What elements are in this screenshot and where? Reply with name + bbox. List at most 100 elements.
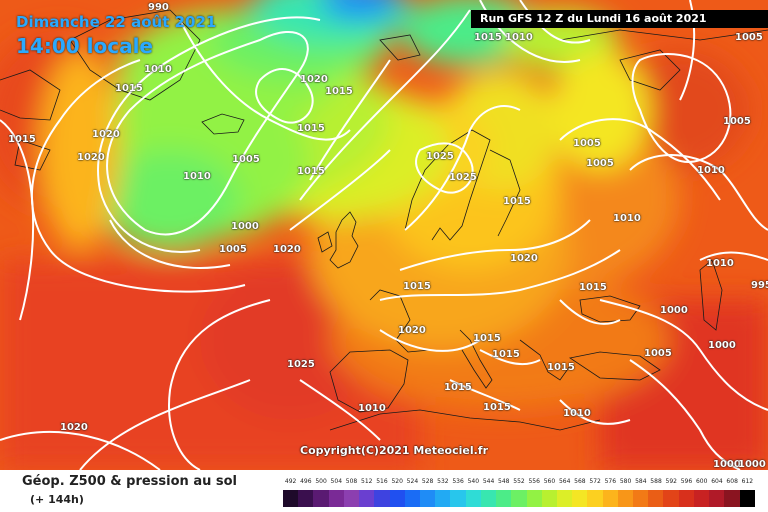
scale-label: 516: [376, 478, 388, 485]
scale-label: 612: [741, 478, 754, 485]
scale-swatch: [313, 490, 329, 507]
isobar-label: 1015: [483, 402, 511, 413]
scale-label: 560: [543, 478, 556, 485]
scale-label: 564: [558, 478, 571, 485]
isobar-label: 1015: [547, 362, 575, 373]
scale-label: 536: [452, 478, 464, 485]
scale-label: 512: [361, 478, 373, 485]
scale-swatch: [283, 490, 299, 507]
scale-swatch: [389, 490, 405, 507]
copyright-notice: Copyright(C)2021 Meteociel.fr: [300, 444, 488, 457]
scale-swatch: [298, 490, 314, 507]
isobar-label: 1015: [403, 281, 431, 292]
scale-swatch: [404, 490, 420, 507]
scale-swatch: [343, 490, 360, 507]
isobar-label: 1010: [613, 213, 641, 224]
scale-swatch: [617, 490, 634, 507]
scale-label: 608: [726, 478, 738, 485]
isobar-label: 1005: [735, 32, 763, 43]
scale-label: 548: [498, 478, 510, 485]
isobar-label: 1025: [449, 172, 477, 183]
isobar-label: 1000: [708, 340, 736, 351]
isobar-label: 1015: [492, 349, 520, 360]
scale-label: 596: [680, 478, 693, 485]
scale-swatch: [328, 490, 344, 507]
isobar-label: 1020: [273, 244, 301, 255]
isobar-label: 1005: [644, 348, 672, 359]
coastlines: [0, 9, 768, 431]
isobar-label: 1020: [398, 325, 426, 336]
scale-label: 492: [284, 478, 297, 485]
isobar-label: 1015: [325, 86, 353, 97]
scale-swatch: [526, 490, 542, 507]
scale-label: 592: [665, 478, 677, 485]
scale-swatch: [435, 490, 451, 507]
isobar-label: 1000: [738, 459, 766, 470]
scale-swatch: [359, 490, 375, 507]
isobar-label: 1010: [144, 64, 172, 75]
isobar-lines: [0, 0, 768, 470]
scale-swatch: [419, 490, 436, 507]
isobar-label: 1010: [706, 258, 734, 269]
scale-swatch: [633, 490, 649, 507]
isobar-label: 1025: [426, 151, 454, 162]
scale-label: 496: [300, 478, 312, 485]
isobar-label: 1005: [232, 154, 260, 165]
scale-swatch: [556, 490, 573, 507]
isobar-label: 1025: [287, 359, 315, 370]
isobar-label: 1000: [660, 305, 688, 316]
scale-label: 584: [635, 478, 647, 485]
scale-swatch: [724, 490, 740, 507]
run-info-text: Run GFS 12 Z du Lundi 16 août 2021: [480, 12, 707, 25]
scale-label: 580: [619, 478, 632, 485]
scale-label: 520: [391, 478, 403, 485]
legend-title: Géop. Z500 & pression au sol: [22, 474, 237, 489]
scale-label: 588: [650, 478, 662, 485]
geopotential-field: [0, 0, 768, 470]
scale-label: 604: [711, 478, 723, 485]
scale-label: 556: [528, 478, 540, 485]
scale-swatch: [480, 490, 497, 507]
isobar-label: 1005: [219, 244, 247, 255]
scale-swatch: [465, 490, 481, 507]
scale-swatch: [709, 490, 725, 507]
scale-swatch: [693, 490, 710, 507]
scale-label: 552: [513, 478, 525, 485]
isobar-label: 1010: [358, 403, 386, 414]
scale-label: 544: [482, 478, 495, 485]
scale-label: 500: [315, 478, 327, 485]
isobar-label: 1015: [297, 166, 325, 177]
color-scale-bar: [283, 490, 755, 507]
isobar-label: 1015: [8, 134, 36, 145]
scale-label: 572: [589, 478, 601, 485]
isobar-label: 1020: [510, 253, 538, 264]
isobar-label: 1020: [300, 74, 328, 85]
scale-swatch: [541, 490, 557, 507]
isobar-label: 1000: [231, 221, 259, 232]
scale-swatch: [602, 490, 618, 507]
scale-swatch: [572, 490, 588, 507]
isobar-label: 1010: [183, 171, 211, 182]
scale-label: 532: [437, 478, 449, 485]
scale-swatch: [739, 490, 755, 507]
isobar-label: 1015: [297, 123, 325, 134]
scale-label: 568: [574, 478, 586, 485]
isobar-label: 1005: [586, 158, 614, 169]
legend-subtitle: (+ 144h): [30, 493, 84, 506]
scale-label: 576: [604, 478, 617, 485]
isobar-label: 1010: [563, 408, 591, 419]
scale-label: 524: [406, 478, 419, 485]
scale-label: 600: [695, 478, 708, 485]
scale-swatch: [587, 490, 603, 507]
isobar-label: 1020: [77, 152, 105, 163]
color-scale-labels: 492 496 500 504 508 512 516 520 524 528 532 536 540 5…: [283, 478, 755, 488]
scale-swatch: [496, 490, 512, 507]
scale-swatch: [450, 490, 466, 507]
isobar-label: 1015: [474, 32, 502, 43]
isobar-label: 995: [751, 280, 768, 291]
isobar-label: 1005: [723, 116, 751, 127]
scale-swatch: [374, 490, 390, 507]
forecast-time: 14:00 locale: [16, 34, 153, 58]
scale-label: 540: [467, 478, 480, 485]
scale-swatch: [663, 490, 679, 507]
